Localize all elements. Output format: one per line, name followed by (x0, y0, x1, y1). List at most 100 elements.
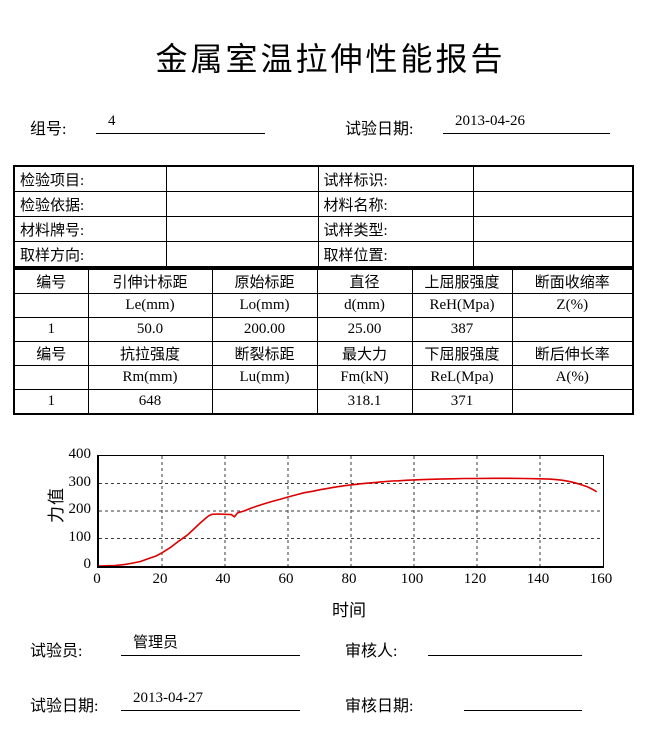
results-cell: 50.0 (87, 317, 213, 342)
results-cell: ReL(Mpa) (411, 365, 513, 390)
info-label-cell: 检验项目: (13, 165, 167, 192)
x-tick-label: 60 (278, 571, 294, 587)
results-cell: 抗拉强度 (87, 341, 213, 366)
x-tick-label: 80 (341, 571, 357, 587)
review-date-label: 审核日期: (345, 698, 414, 715)
results-cell: 编号 (13, 341, 89, 366)
reviewer-line (428, 628, 582, 656)
results-cell: 原始标距 (211, 268, 318, 294)
y-tick-label: 400 (68, 446, 92, 462)
footer-test-date-value: 2013-04-27 (133, 690, 203, 706)
test-date-value: 2013-04-26 (455, 113, 525, 129)
info-label-cell: 试样标识: (317, 165, 474, 192)
chart-canvas (99, 456, 603, 566)
results-cell: Z(%) (511, 293, 634, 318)
signature-row-1: 试验员: 管理员 审核人: (0, 628, 661, 660)
results-cell (511, 389, 634, 415)
x-tick-label: 20 (152, 571, 168, 587)
results-table-row: Le(mm) Lo(mm) d(mm) ReH(Mpa) Z(%) (13, 293, 634, 318)
results-cell: 引伸计标距 (87, 268, 213, 294)
info-table-row: 检验依据: 材料名称: (13, 191, 634, 217)
header-fields-row: 组号: 4 试验日期: 2013-04-26 (0, 106, 661, 138)
results-cell (13, 293, 89, 318)
group-number-value: 4 (108, 113, 116, 129)
group-number-label: 组号: (30, 121, 67, 138)
tester-value: 管理员 (133, 635, 179, 651)
info-value-cell (472, 216, 634, 242)
info-table-row: 检验项目: 试样标识: (13, 165, 634, 192)
results-table-row: Rm(mm) Lu(mm) Fm(kN) ReL(Mpa) A(%) (13, 365, 634, 390)
results-table-row: 1 648 318.1 371 (13, 389, 634, 415)
x-tick-label: 40 (215, 571, 231, 587)
signature-row-2: 试验日期: 2013-04-27 审核日期: (0, 683, 661, 715)
info-table-row: 取样方向: 取样位置: (13, 241, 634, 268)
results-cell: 648 (87, 389, 213, 415)
results-cell: 上屈服强度 (411, 268, 513, 294)
x-tick-label: 100 (400, 571, 424, 587)
results-cell: Lu(mm) (211, 365, 318, 390)
results-table-row: 编号 引伸计标距 原始标距 直径 上屈服强度 断面收缩率 (13, 268, 634, 294)
y-tick-label: 200 (68, 501, 92, 517)
info-label-cell: 检验依据: (13, 191, 167, 217)
info-value-cell (472, 241, 634, 268)
results-cell: d(mm) (316, 293, 413, 318)
results-cell (211, 389, 318, 415)
results-cell: 直径 (316, 268, 413, 294)
x-tick-label: 0 (93, 571, 101, 587)
results-cell: A(%) (511, 365, 634, 390)
specimen-info-table: 检验项目: 试样标识: 检验依据: 材料名称: 材料牌号: 试样类型: 取样方向: 取样位置: (13, 165, 634, 268)
footer-test-date-line: 2013-04-27 (121, 683, 300, 711)
results-cell: 387 (411, 317, 513, 342)
info-label-cell: 材料牌号: (13, 216, 167, 242)
info-value-cell (165, 191, 319, 217)
results-cell: Le(mm) (87, 293, 213, 318)
results-table-row: 1 50.0 200.00 25.00 387 (13, 317, 634, 342)
results-cell (13, 365, 89, 390)
results-cell: ReH(Mpa) (411, 293, 513, 318)
results-table-row: 编号 抗拉强度 断裂标距 最大力 下屈服强度 断后伸长率 (13, 341, 634, 366)
info-table-row: 材料牌号: 试样类型: (13, 216, 634, 242)
test-date-line: 2013-04-26 (443, 106, 610, 134)
x-tick-label: 120 (463, 571, 487, 587)
info-label-cell: 材料名称: (317, 191, 474, 217)
results-cell: 断后伸长率 (511, 341, 634, 366)
reviewer-label: 审核人: (345, 643, 398, 660)
results-cell: 318.1 (316, 389, 413, 415)
y-tick-label: 300 (68, 473, 92, 490)
force-time-chart: 力值 时间 0 100 200 300 400 0 20 40 60 80 100 120 140 160 (0, 443, 661, 628)
results-cell: 编号 (13, 268, 89, 294)
review-date-line (464, 683, 582, 711)
results-cell: 最大力 (316, 341, 413, 366)
tester-label: 试验员: (30, 643, 83, 660)
tester-line: 管理员 (121, 628, 300, 656)
results-cell: 下屈服强度 (411, 341, 513, 366)
test-results-table: 编号 引伸计标距 原始标距 直径 上屈服强度 断面收缩率 Le(mm) Lo(mm) d(mm)… (13, 268, 634, 415)
results-cell: 1 (13, 389, 89, 415)
y-tick-label: 0 (83, 556, 92, 572)
force-curve (99, 477, 598, 566)
x-tick-label: 160 (589, 571, 613, 587)
info-value-cell (165, 165, 319, 192)
info-label-cell: 取样位置: (317, 241, 474, 268)
results-cell: 1 (13, 317, 89, 342)
results-cell: 371 (411, 389, 513, 415)
x-axis-title: 时间 (332, 601, 366, 620)
results-cell (511, 317, 634, 342)
info-value-cell (472, 191, 634, 217)
info-label-cell: 试样类型: (317, 216, 474, 242)
footer-test-date-label: 试验日期: (30, 698, 99, 715)
x-tick-label: 140 (526, 571, 550, 587)
info-value-cell (165, 241, 319, 268)
results-cell: 断裂标距 (211, 341, 318, 366)
results-cell: 25.00 (316, 317, 413, 342)
report-title: 金属室温拉伸性能报告 (155, 41, 506, 77)
test-date-label: 试验日期: (345, 121, 414, 138)
results-cell: Fm(kN) (316, 365, 413, 390)
info-label-cell: 取样方向: (13, 241, 167, 268)
results-cell: Lo(mm) (211, 293, 318, 318)
results-cell: 断面收缩率 (511, 268, 634, 294)
info-value-cell (472, 165, 634, 192)
results-cell: Rm(mm) (87, 365, 213, 390)
group-number-line: 4 (96, 106, 265, 134)
y-tick-label: 100 (68, 528, 92, 545)
